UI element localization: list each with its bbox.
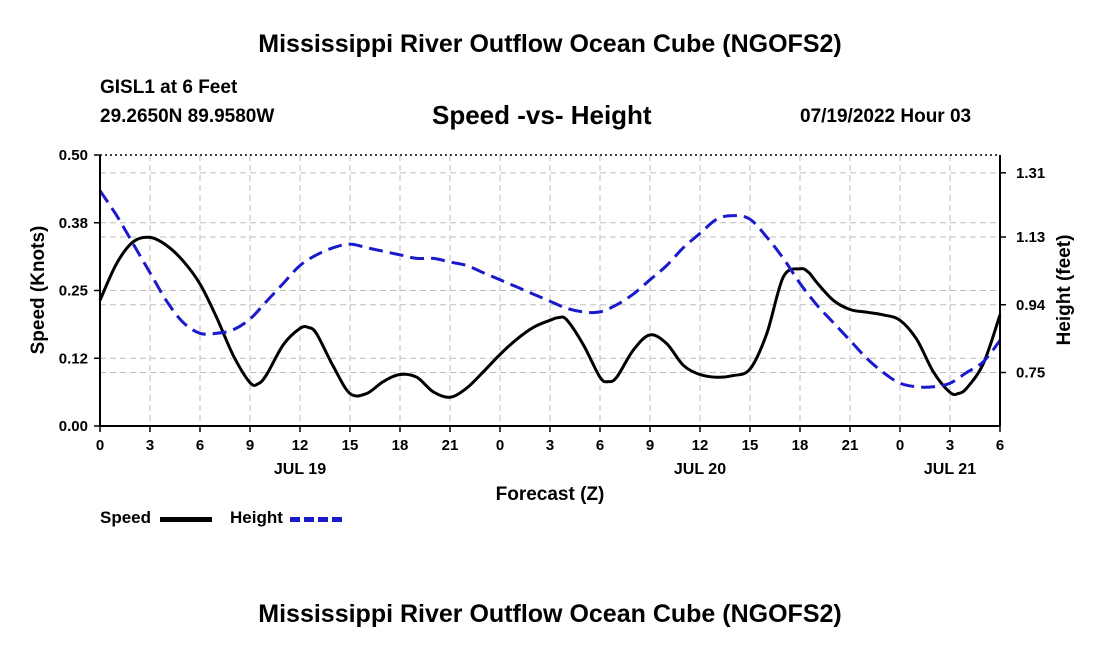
x-tick-label: 6 [196, 437, 204, 454]
x-tick-label: 9 [246, 437, 254, 454]
speed-height-chart: 0 3 6 9 12 15 18 21 0 3 6 9 12 15 18 21 0 3 6 JUL 19 JUL 20 J… [28, 147, 1075, 505]
y-tick-label: 0.50 [59, 147, 88, 164]
chart-title: Mississippi River Outflow Ocean Cube (NG… [258, 30, 842, 58]
x-tick-label: 18 [392, 437, 409, 454]
x-tick-label: 0 [496, 437, 504, 454]
y2-axis-title: Height (feet) [1054, 235, 1075, 346]
x-tick-label: 3 [546, 437, 554, 454]
axes [94, 154, 1006, 432]
legend-height-label: Height [230, 508, 283, 527]
axis-labels: 0 3 6 9 12 15 18 21 0 3 6 9 12 15 18 21 0 3 6 JUL 19 JUL 20 J… [28, 147, 1075, 505]
y2-tick-label: 0.75 [1016, 365, 1045, 382]
x-tick-label: 21 [442, 437, 459, 454]
x-tick-label: 6 [996, 437, 1004, 454]
date-label: JUL 21 [924, 461, 976, 478]
y2-tick-label: 1.31 [1016, 165, 1045, 182]
x-tick-label: 12 [692, 437, 709, 454]
x-tick-label: 0 [896, 437, 904, 454]
y-axis-title: Speed (Knots) [28, 226, 49, 355]
x-tick-label: 6 [596, 437, 604, 454]
x-axis-title: Forecast (Z) [496, 484, 605, 505]
y-tick-label: 0.25 [59, 283, 88, 300]
legend-speed-label: Speed [100, 508, 152, 527]
date-label: JUL 19 [274, 461, 326, 478]
date-label: JUL 20 [674, 461, 726, 478]
x-tick-label: 3 [946, 437, 954, 454]
x-tick-label: 21 [842, 437, 859, 454]
x-tick-label: 15 [342, 437, 359, 454]
x-tick-label: 3 [146, 437, 154, 454]
y-tick-label: 0.00 [59, 418, 88, 435]
x-tick-label: 0 [96, 437, 104, 454]
station-coords: 29.2650N 89.9580W [100, 106, 275, 127]
forecast-datetime: 07/19/2022 Hour 03 [800, 106, 972, 127]
series [98, 189, 1002, 399]
legend-height-swatch [290, 517, 342, 522]
series-height-line [98, 189, 1002, 389]
x-tick-label: 12 [292, 437, 309, 454]
y-tick-label: 0.12 [59, 350, 88, 367]
footer-title: Mississippi River Outflow Ocean Cube (NG… [258, 600, 842, 628]
series-speed-line [98, 235, 1002, 399]
y-tick-label: 0.38 [59, 215, 88, 232]
x-tick-label: 18 [792, 437, 809, 454]
x-tick-label: 9 [646, 437, 654, 454]
chart-subtitle: Speed -vs- Height [432, 100, 652, 130]
y2-tick-label: 0.94 [1016, 297, 1046, 314]
x-tick-label: 15 [742, 437, 759, 454]
station-name: GISL1 at 6 Feet [100, 77, 238, 98]
grid [100, 154, 1000, 426]
legend-speed-swatch [160, 517, 212, 522]
y2-tick-label: 1.13 [1016, 229, 1045, 246]
